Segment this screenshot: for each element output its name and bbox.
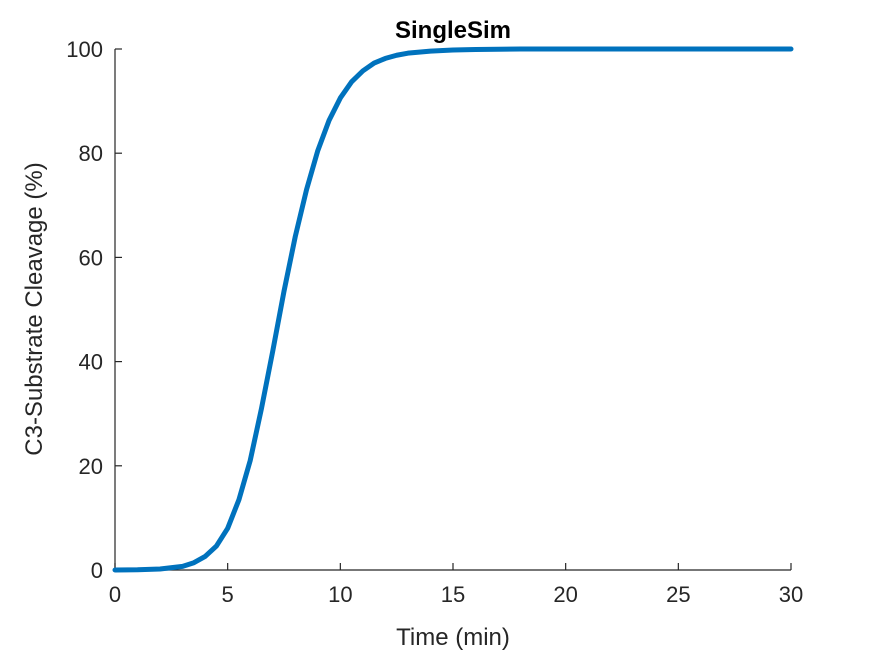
plot-area <box>114 49 791 571</box>
x-tick-label: 25 <box>666 582 690 607</box>
y-tick-label: 100 <box>66 37 103 62</box>
series-layer <box>112 46 794 573</box>
x-tick-label: 30 <box>779 582 803 607</box>
y-tick-label: 0 <box>91 558 103 583</box>
x-tick-label: 0 <box>109 582 121 607</box>
x-axis-ticks: 0 5 10 15 20 25 30 <box>109 563 803 607</box>
y-tick-label: 20 <box>79 454 103 479</box>
y-tick-label: 40 <box>79 350 103 375</box>
x-tick-label: 10 <box>328 582 352 607</box>
chart-title: SingleSim <box>395 17 511 44</box>
y-axis-ticks: 0 20 40 60 80 100 <box>66 37 122 583</box>
x-tick-label: 20 <box>553 582 577 607</box>
x-axis-label: Time (min) <box>396 624 510 651</box>
y-tick-label: 80 <box>79 141 103 166</box>
y-axis-label: C3-Substrate Cleavage (%) <box>21 162 48 455</box>
x-tick-label: 15 <box>441 582 465 607</box>
y-tick-label: 60 <box>79 245 103 270</box>
series-line <box>112 46 794 573</box>
x-tick-label: 5 <box>222 582 234 607</box>
